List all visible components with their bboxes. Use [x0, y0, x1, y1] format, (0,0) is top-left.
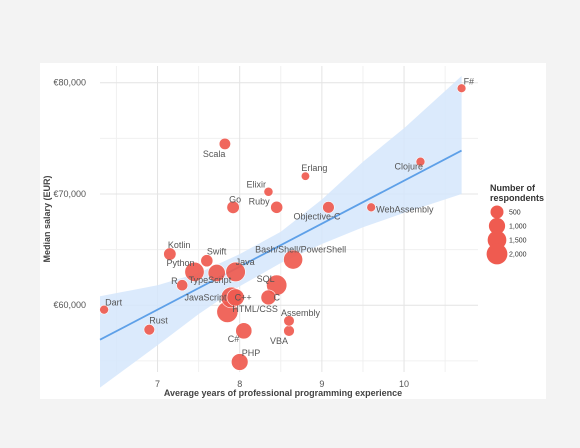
- point-label: Go: [229, 194, 241, 204]
- point-go: [226, 200, 240, 214]
- x-tick-label: 10: [399, 379, 409, 389]
- point-label: Java: [236, 257, 255, 267]
- point-assembly: [283, 315, 295, 327]
- y-axis-title: Median salary (EUR): [42, 175, 52, 262]
- point-swift: [200, 254, 214, 268]
- point-f-: [456, 83, 467, 93]
- point-label: C++: [235, 292, 252, 302]
- point-label: Python: [167, 258, 195, 268]
- point-clojure: [415, 156, 426, 167]
- point-label: HTML/CSS: [232, 304, 278, 314]
- point-erlang: [300, 171, 310, 181]
- point-webassembly: [366, 202, 376, 213]
- point-label: Scala: [203, 149, 226, 159]
- y-tick-label: €60,000: [53, 300, 86, 310]
- point-dart: [99, 304, 109, 315]
- legend-label: 1,000: [509, 224, 527, 231]
- point-label: Swift: [207, 247, 227, 257]
- point-label: Clojure: [394, 162, 423, 172]
- point-python: [184, 261, 205, 282]
- point-ruby: [270, 200, 284, 214]
- legend-swatch: [490, 205, 504, 219]
- point-label: R: [171, 276, 178, 286]
- axis-ticks: 7 8 9 10 €60,000 €70,000 €80,000: [53, 78, 409, 389]
- point-label: Kotlin: [168, 240, 191, 250]
- point-bash-shell-powershell: [283, 249, 303, 270]
- point-java: [225, 261, 246, 282]
- point-c-: [226, 288, 245, 307]
- point-vba: [283, 325, 295, 337]
- y-tick-label: €70,000: [53, 189, 86, 199]
- point-label: PHP: [242, 348, 261, 358]
- point-c-: [235, 322, 253, 340]
- point-label: C#: [228, 334, 240, 344]
- point-label: Erlang: [301, 163, 327, 173]
- legend-title: respondents: [490, 193, 544, 203]
- point-label: Bash/Shell/PowerShell: [255, 245, 346, 255]
- point-label: Ruby: [249, 196, 271, 206]
- point-elixir: [263, 186, 274, 197]
- point-label: Assembly: [281, 308, 321, 318]
- point-label: WebAssembly: [376, 204, 434, 214]
- points-layer: [99, 83, 467, 371]
- confidence-band-layer: [100, 76, 462, 388]
- legend-label: 2,000: [509, 252, 527, 259]
- point-scala: [218, 137, 231, 150]
- point-label: JavaScript: [184, 292, 227, 302]
- point-label: VBA: [270, 336, 288, 346]
- point-label: Elixir: [246, 180, 266, 190]
- x-tick-label: 8: [237, 379, 242, 389]
- point-label: SQL: [257, 274, 275, 284]
- point-r: [176, 279, 189, 292]
- point-labels-layer: F# Clojure Erlang Elixir Scala Go Ruby Objectiv…: [105, 76, 474, 358]
- trend-line-layer: [99, 149, 462, 341]
- trend-line: [99, 149, 462, 341]
- confidence-band: [100, 76, 462, 388]
- x-tick-label: 9: [319, 379, 324, 389]
- point-label: F#: [464, 76, 475, 86]
- point-label: TypeScript: [189, 275, 232, 285]
- legend-title: Number of: [490, 183, 536, 193]
- point-typescript: [207, 264, 226, 282]
- point-rust: [143, 324, 155, 336]
- legend-label: 1,500: [509, 238, 527, 245]
- legend-swatch: [486, 243, 508, 265]
- point-objective-c: [322, 201, 335, 214]
- point-label: C: [273, 292, 280, 302]
- point-c: [260, 289, 277, 306]
- legend-label: 500: [509, 210, 521, 217]
- y-tick-label: €80,000: [53, 78, 86, 88]
- point-kotlin: [163, 247, 177, 261]
- x-axis-title: Average years of professional programmin…: [164, 388, 402, 398]
- point-php: [231, 353, 249, 371]
- x-tick-label: 7: [155, 379, 160, 389]
- legend-swatch: [488, 217, 506, 235]
- point-label: Dart: [105, 298, 123, 308]
- point-label: Objective-C: [293, 211, 341, 221]
- point-label: Rust: [149, 316, 168, 326]
- legend-swatch: [487, 230, 507, 250]
